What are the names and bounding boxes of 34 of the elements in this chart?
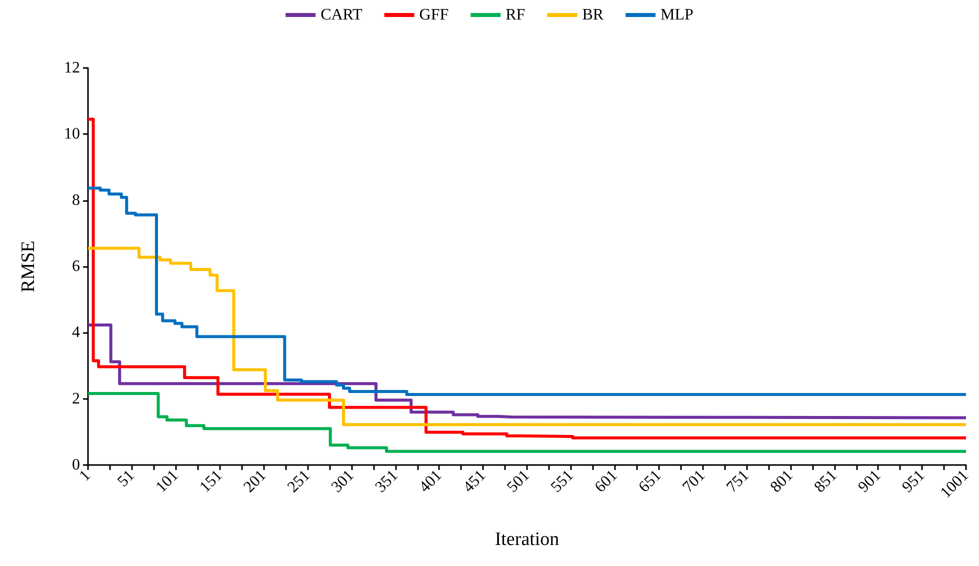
x-tick-label: 651 <box>636 466 665 496</box>
x-tick-label: 601 <box>592 466 621 496</box>
x-tick-label: 801 <box>767 466 796 496</box>
x-tick-label: 751 <box>724 466 753 496</box>
x-tick-label: 51 <box>114 466 138 490</box>
x-tick-label: 351 <box>372 466 402 496</box>
legend-label: CART <box>320 6 362 24</box>
y-tick-label: 2 <box>72 390 80 408</box>
x-tick-label: 951 <box>899 466 928 496</box>
y-tick-label: 8 <box>72 192 80 209</box>
legend-label: BR <box>582 6 604 24</box>
y-tick-label: 6 <box>72 258 80 275</box>
x-tick-label: 551 <box>548 466 577 496</box>
y-tick-label: 10 <box>64 126 80 143</box>
x-tick-label: 1001 <box>937 466 972 502</box>
x-tick-label: 701 <box>680 466 709 496</box>
x-axis-title: Iteration <box>494 529 560 550</box>
legend-label: RF <box>506 6 526 24</box>
x-tick-label: 401 <box>416 466 446 496</box>
y-axis-title: RMSE <box>18 240 39 292</box>
legend-label: MLP <box>660 6 694 24</box>
x-tick-label: 201 <box>240 466 270 496</box>
legend-label: GFF <box>419 6 449 24</box>
x-tick-label: 101 <box>152 466 182 496</box>
x-tick-label: 451 <box>460 466 490 496</box>
x-tick-label: 251 <box>284 466 314 496</box>
x-tick-label: 851 <box>811 466 840 496</box>
x-tick-label: 151 <box>196 466 226 496</box>
x-tick-label: 901 <box>855 466 884 496</box>
y-tick-label: 4 <box>72 324 80 342</box>
x-tick-label: 301 <box>328 466 358 496</box>
y-tick-label: 12 <box>64 60 80 76</box>
y-tick-label: 0 <box>72 456 80 474</box>
x-tick-label: 501 <box>504 466 534 496</box>
